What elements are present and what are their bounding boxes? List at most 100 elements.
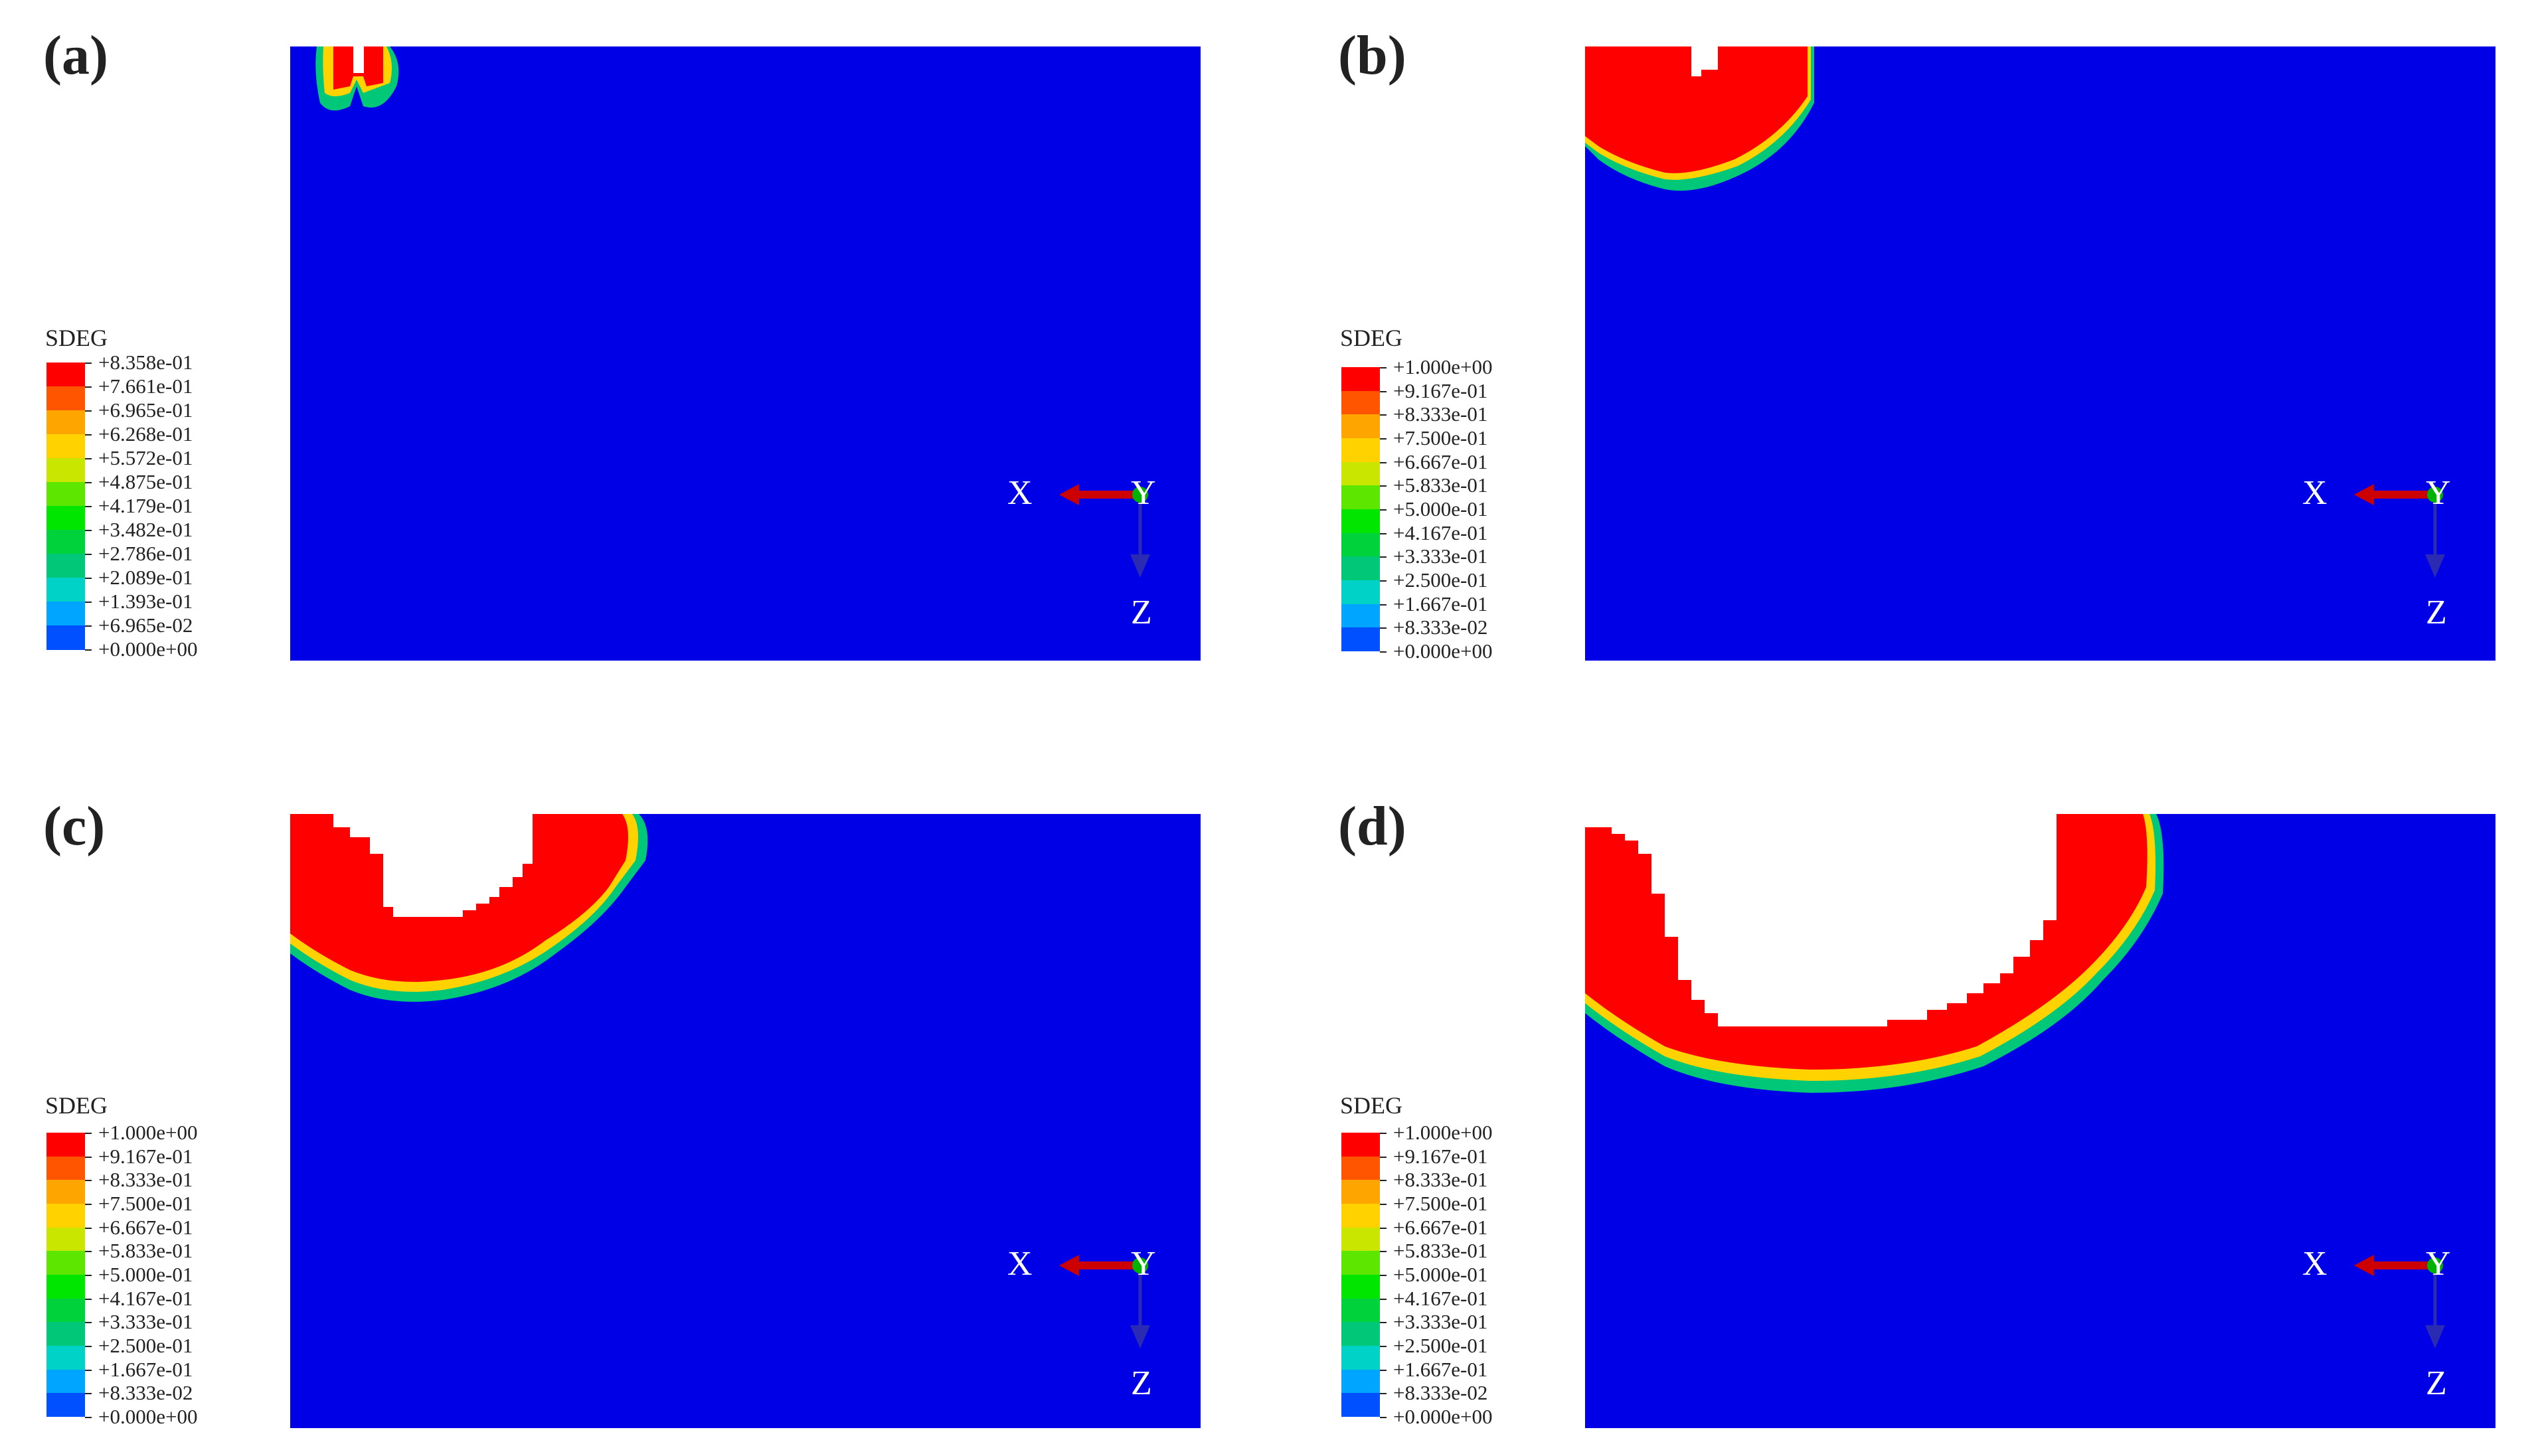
x-axis-label: X xyxy=(1007,1245,1033,1283)
legend-value-label: +3.333e-01 xyxy=(1393,544,1488,568)
legend-tick xyxy=(1380,532,1387,534)
legend-color-band xyxy=(46,1275,85,1299)
legend-value-label: +7.661e-01 xyxy=(98,374,193,398)
axis-triad: X Y Z xyxy=(1003,468,1169,634)
legend-value-label: +8.333e-02 xyxy=(1393,615,1488,639)
legend-value-label: +4.167e-01 xyxy=(98,1286,193,1310)
panel-b: (b) SDEG +1.000e+00 +9.167e-01 +8.333e-01 +… xyxy=(1295,0,2532,728)
removed-elements xyxy=(1585,814,2057,1026)
legend-value-label: +5.000e-01 xyxy=(98,1263,193,1286)
legend-color-band xyxy=(1341,438,1380,463)
legend-value-label: +4.875e-01 xyxy=(98,470,193,493)
legend-color-band xyxy=(46,625,85,650)
legend-tick xyxy=(85,363,92,364)
legend-value-label: +9.167e-01 xyxy=(1393,1144,1488,1168)
legend-value-label: +1.667e-01 xyxy=(1393,592,1488,615)
origin-marker xyxy=(1132,1257,1148,1273)
legend-color-band xyxy=(46,1251,85,1275)
legend-tick xyxy=(85,625,92,627)
legend-value-label: +6.268e-01 xyxy=(98,422,193,445)
legend-value-label: +0.000e+00 xyxy=(1393,1405,1493,1428)
legend-tick xyxy=(1380,461,1387,463)
legend-value-label: +8.333e-02 xyxy=(98,1381,193,1405)
contour-plot xyxy=(1585,46,2495,661)
legend-color-band xyxy=(46,1298,85,1323)
legend-value-label: +3.333e-01 xyxy=(98,1310,193,1334)
legend-color-band xyxy=(1341,1156,1380,1180)
legend-tick xyxy=(1380,1227,1387,1229)
legend-value-label: +5.000e-01 xyxy=(1393,497,1488,521)
legend-value-label: +6.965e-01 xyxy=(98,398,193,422)
legend-value-label: +5.833e-01 xyxy=(1393,473,1488,497)
legend-color-band xyxy=(46,410,85,435)
legend-value-label: +1.000e+00 xyxy=(1393,1121,1493,1144)
removed-elements xyxy=(333,814,533,917)
legend-tick xyxy=(1380,651,1387,653)
x-axis-arrowhead xyxy=(2354,484,2374,505)
color-legend xyxy=(1341,367,1380,652)
legend-value-label: +7.500e-01 xyxy=(1393,426,1488,449)
legend-color-band xyxy=(46,1346,85,1370)
legend-color-band xyxy=(46,506,85,530)
legend-color-band xyxy=(1341,367,1380,392)
z-axis-arrowhead xyxy=(2425,1325,2445,1348)
legend-color-band xyxy=(46,602,85,626)
z-axis-label: Z xyxy=(1131,1364,1152,1402)
legend-tick xyxy=(85,410,92,412)
axis-triad: X Y Z xyxy=(1003,1239,1169,1405)
removed-elements xyxy=(353,46,364,73)
z-axis-label: Z xyxy=(2426,594,2447,631)
contour-plot xyxy=(290,46,1201,661)
legend-tick xyxy=(1380,1322,1387,1324)
legend-color-band xyxy=(1341,1251,1380,1275)
legend-tick xyxy=(85,554,92,555)
legend-value-label: +8.333e-01 xyxy=(1393,1168,1488,1192)
legend-tick xyxy=(1380,367,1387,368)
legend-value-label: +7.500e-01 xyxy=(1393,1192,1488,1215)
legend-color-band xyxy=(46,386,85,411)
legend-tick xyxy=(1380,556,1387,558)
y-axis-label: Y xyxy=(2426,474,2451,512)
legend-value-label: +0.000e+00 xyxy=(98,637,198,661)
legend-value-label: +9.167e-01 xyxy=(1393,378,1488,402)
legend-color-band xyxy=(46,578,85,602)
color-legend xyxy=(46,363,85,650)
legend-color-band xyxy=(1341,532,1380,557)
origin-marker xyxy=(2427,1257,2443,1273)
z-axis-label: Z xyxy=(2426,1364,2447,1402)
legend-tick xyxy=(85,578,92,579)
legend-tick xyxy=(85,1322,92,1324)
legend-color-band xyxy=(1341,414,1380,439)
legend-tick xyxy=(85,1275,92,1276)
legend-color-band xyxy=(1341,1298,1380,1323)
legend-tick xyxy=(1380,627,1387,629)
contour-svg xyxy=(1585,814,2495,1428)
legend-value-label: +5.833e-01 xyxy=(1393,1239,1488,1263)
legend-color-band xyxy=(1341,461,1380,486)
panel-label: (d) xyxy=(1338,795,1406,857)
legend-color-band xyxy=(1341,1275,1380,1299)
legend-color-band xyxy=(1341,580,1380,605)
y-axis-label: Y xyxy=(2426,1245,2451,1283)
legend-tick xyxy=(1380,1275,1387,1276)
legend-tick xyxy=(85,1251,92,1253)
x-axis-arrowhead xyxy=(1059,1255,1079,1276)
legend-tick xyxy=(85,530,92,531)
panel-label: (c) xyxy=(43,795,106,857)
legend-value-label: +2.786e-01 xyxy=(98,542,193,565)
legend-value-label: +1.000e+00 xyxy=(1393,355,1493,378)
legend-title: SDEG xyxy=(1340,1092,1403,1119)
legend-tick xyxy=(85,1227,92,1229)
x-axis-label: X xyxy=(2302,1245,2327,1283)
legend-value-label: +8.333e-01 xyxy=(98,1168,193,1192)
legend-tick xyxy=(85,1346,92,1347)
legend-color-band xyxy=(46,1322,85,1346)
legend-color-band xyxy=(1341,485,1380,510)
legend-title: SDEG xyxy=(45,325,108,351)
legend-tick xyxy=(85,1180,92,1182)
y-axis-label: Y xyxy=(1131,474,1156,512)
x-axis-label: X xyxy=(2302,474,2327,512)
legend-color-band xyxy=(46,1227,85,1252)
legend-value-label: +6.965e-02 xyxy=(98,613,193,637)
color-legend xyxy=(46,1133,85,1417)
